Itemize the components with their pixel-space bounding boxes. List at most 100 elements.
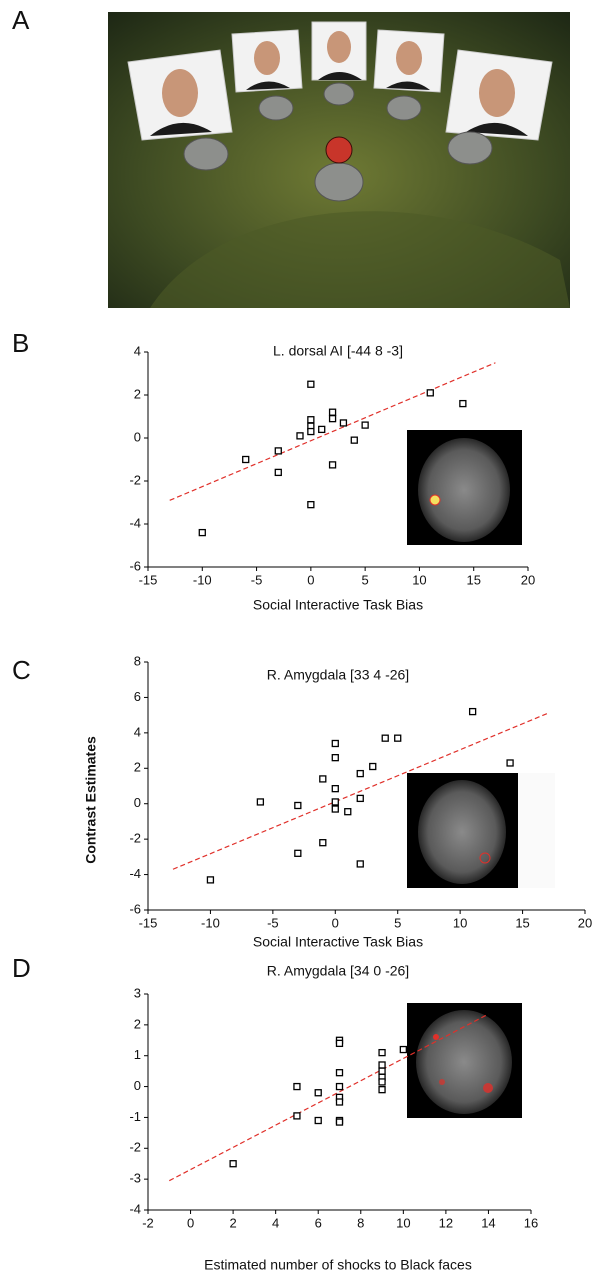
y-axis-label: Contrast Estimates [83, 736, 99, 864]
y-tick-label: -6 [129, 901, 141, 916]
scatter-point [330, 462, 336, 468]
scatter-point [379, 1079, 385, 1085]
scatter-point [332, 806, 338, 812]
scatter-point [230, 1161, 236, 1167]
scatter-point [395, 735, 401, 741]
brain-inset [407, 430, 522, 545]
scatter-point [460, 401, 466, 407]
panel-label: C [12, 655, 31, 685]
scatter-point [315, 1118, 321, 1124]
scatter-point [332, 799, 338, 805]
x-tick-label: 6 [315, 1215, 322, 1230]
x-tick-label: 0 [332, 915, 339, 930]
chart-title: R. Amygdala [34 0 -26] [267, 963, 409, 979]
x-tick-label: 10 [453, 915, 467, 930]
scatter-point [243, 457, 249, 463]
y-tick-label: 2 [134, 386, 141, 401]
y-tick-label: -6 [129, 558, 141, 573]
scatter-point [308, 502, 314, 508]
x-tick-label: -15 [139, 915, 158, 930]
x-tick-label: 0 [307, 572, 314, 587]
scatter-point [337, 1084, 343, 1090]
scatter-point [297, 433, 303, 439]
y-tick-label: 4 [134, 724, 141, 739]
y-tick-label: 0 [134, 429, 141, 444]
x-tick-label: -10 [201, 915, 220, 930]
y-tick-label: -4 [129, 866, 141, 881]
scatter-point [337, 1070, 343, 1076]
x-tick-label: 2 [229, 1215, 236, 1230]
y-tick-label: -3 [129, 1171, 141, 1186]
scatter-point [320, 840, 326, 846]
scatter-point [315, 1090, 321, 1096]
x-tick-label: -5 [251, 572, 263, 587]
x-tick-label: 5 [394, 915, 401, 930]
y-tick-label: -2 [129, 472, 141, 487]
y-tick-label: 4 [134, 343, 141, 358]
y-tick-label: 1 [134, 1047, 141, 1062]
y-tick-label: -4 [129, 1201, 141, 1216]
scatter-point [320, 776, 326, 782]
scatter-point [295, 850, 301, 856]
scatter-point [379, 1068, 385, 1074]
brain-inset [407, 1003, 522, 1118]
scatter-point [330, 409, 336, 415]
scatter-point [379, 1087, 385, 1093]
x-tick-label: 8 [357, 1215, 364, 1230]
panel-label: A [12, 5, 30, 35]
x-tick-label: 20 [521, 572, 535, 587]
x-tick-label: 20 [578, 915, 592, 930]
x-tick-label: 0 [187, 1215, 194, 1230]
x-tick-label: 5 [362, 572, 369, 587]
chart-title: L. dorsal AI [-44 8 -3] [273, 343, 403, 359]
scatter-point [337, 1119, 343, 1125]
scatter-point [319, 426, 325, 432]
x-tick-label: 16 [524, 1215, 538, 1230]
scatter-point [330, 416, 336, 422]
chart-title: R. Amygdala [33 4 -26] [267, 667, 409, 683]
x-tick-label: -5 [267, 915, 279, 930]
panel-label: B [12, 328, 29, 358]
x-tick-label: 15 [466, 572, 480, 587]
x-tick-label: -2 [142, 1215, 154, 1230]
y-tick-label: 6 [134, 689, 141, 704]
x-tick-label: 10 [412, 572, 426, 587]
scatter-point [275, 448, 281, 454]
scatter-point [357, 795, 363, 801]
y-tick-label: -2 [129, 831, 141, 846]
scatter-point [308, 417, 314, 423]
scatter-point [340, 420, 346, 426]
y-tick-label: 3 [134, 985, 141, 1000]
x-axis-label: Social Interactive Task Bias [253, 934, 423, 950]
scene-image [108, 12, 570, 308]
scatter-point [470, 709, 476, 715]
x-tick-label: -15 [139, 572, 158, 587]
scatter-point [427, 390, 433, 396]
scatter-point [357, 861, 363, 867]
scatter-point [332, 755, 338, 761]
scatter-point [199, 530, 205, 536]
scatter-point [294, 1113, 300, 1119]
scatter-point [337, 1040, 343, 1046]
scatter-point [379, 1062, 385, 1068]
y-tick-label: 2 [134, 760, 141, 775]
x-tick-label: 10 [396, 1215, 410, 1230]
y-tick-label: 0 [134, 1078, 141, 1093]
scatter-point [294, 1084, 300, 1090]
scatter-point [257, 799, 263, 805]
y-tick-label: -1 [129, 1109, 141, 1124]
scatter-point [332, 786, 338, 792]
scatter-point [207, 877, 213, 883]
scatter-point [400, 1047, 406, 1053]
panel-label: D [12, 953, 31, 983]
scatter-point [337, 1099, 343, 1105]
scatter-point [308, 381, 314, 387]
y-tick-label: 0 [134, 795, 141, 810]
figure: A B C D -6-4-2024-15-10-505101520L. dors… [0, 0, 594, 1276]
y-tick-label: -2 [129, 1140, 141, 1155]
scatter-point [382, 735, 388, 741]
y-tick-label: 8 [134, 653, 141, 668]
scatter-point [370, 764, 376, 770]
x-tick-label: -10 [193, 572, 212, 587]
scatter-point [345, 809, 351, 815]
